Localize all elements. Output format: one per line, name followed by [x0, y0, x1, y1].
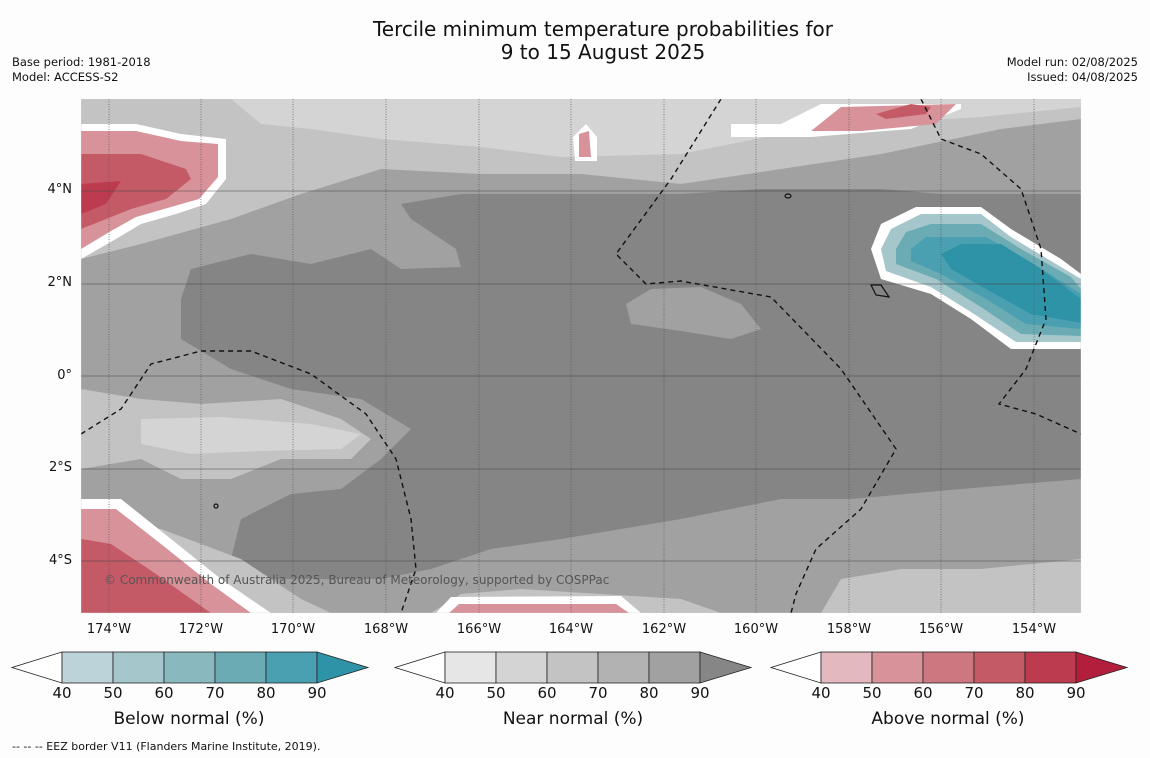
lon-label-156w: 156°W	[918, 622, 964, 637]
model-name: Model: ACCESS-S2	[12, 70, 119, 84]
meta-right: Model run: 02/08/2025 Issued: 04/08/2025	[1007, 55, 1138, 85]
lon-label-154w: 154°W	[1011, 622, 1057, 637]
lat-label-2s: 2°S	[48, 460, 72, 475]
colorbar-tick-label: 50	[486, 684, 506, 702]
lat-label-4n: 4°N	[47, 182, 73, 197]
probability-map	[81, 99, 1081, 613]
colorbar-segment	[546, 651, 599, 684]
colorbar-segment	[495, 651, 548, 684]
colorbar-segment	[820, 651, 873, 684]
colorbar-tick-label: 80	[256, 684, 276, 702]
model-run: Model run: 02/08/2025	[1006, 55, 1138, 69]
colorbar-tick-label: 70	[964, 684, 984, 702]
colorbar-tick-label: 70	[588, 684, 608, 702]
colorbar-segment	[597, 651, 650, 684]
colorbar-segment	[648, 651, 701, 684]
colorbar-tick-label: 60	[154, 684, 174, 702]
near-normal-patch	[626, 287, 761, 339]
longitude-gridlines	[108, 99, 1035, 613]
lon-label-160w: 160°W	[733, 622, 779, 637]
above-normal-sw-inner	[81, 539, 211, 613]
colorbar-tick-label: 90	[690, 684, 710, 702]
lon-label-162w: 162°W	[641, 622, 687, 637]
colorbar-near-label: Near normal (%)	[502, 709, 644, 729]
colorbar-over-triangle	[1075, 651, 1129, 684]
lat-label-0: 0°	[57, 368, 72, 383]
above-normal-nw-inner	[81, 154, 191, 229]
eez-borders	[81, 99, 1081, 613]
colorbar-segment	[444, 651, 497, 684]
colorbar-below-label: Below normal (%)	[113, 709, 265, 729]
colorbar-segment	[163, 651, 216, 684]
lon-label-166w: 166°W	[456, 622, 502, 637]
latitude-gridlines	[81, 190, 1081, 562]
lon-label-174w: 174°W	[86, 622, 132, 637]
colorbar-tick-label: 60	[537, 684, 557, 702]
colorbar-segment	[214, 651, 267, 684]
colorbar-segment	[973, 651, 1026, 684]
colorbar-tick-label: 70	[205, 684, 225, 702]
colorbar-above-label: Above normal (%)	[871, 709, 1025, 729]
colorbar-tick-label: 90	[307, 684, 327, 702]
colorbar-tick-label: 80	[639, 684, 659, 702]
colorbar-over-triangle	[699, 651, 753, 684]
below-normal-core	[941, 244, 1081, 323]
near-normal-light-bottom-right	[821, 559, 1081, 613]
title-line-2: 9 to 15 August 2025	[500, 40, 706, 64]
lat-label-4s: 4°S	[48, 553, 72, 568]
colorbar-under-triangle	[11, 651, 63, 684]
colorbar-segment	[871, 651, 924, 684]
lon-label-158w: 158°W	[826, 622, 872, 637]
near-normal-dark-center	[181, 189, 1081, 579]
colorbar-tick-label: 90	[1066, 684, 1086, 702]
colorbar-tick-label: 80	[1015, 684, 1035, 702]
lon-label-170w: 170°W	[270, 622, 316, 637]
colorbar-tick-label: 40	[435, 684, 455, 702]
eez-footnote: -- -- -- EEZ border V11 (Flanders Marine…	[12, 740, 321, 753]
colorbar-tick-label: 50	[862, 684, 882, 702]
colorbar-over-triangle	[316, 651, 370, 684]
above-normal-ne-inner	[876, 104, 931, 119]
colorbar-segment	[112, 651, 165, 684]
colorbar-near	[394, 651, 753, 684]
colorbar-under-triangle	[770, 651, 822, 684]
colorbar-tick-label: 60	[913, 684, 933, 702]
meta-left: Base period: 1981-2018 Model: ACCESS-S2	[12, 55, 151, 85]
map-title: Tercile minimum temperature probabilitie…	[0, 18, 1150, 64]
colorbar-tick-label: 50	[103, 684, 123, 702]
copyright-notice: © Commonwealth of Australia 2025, Bureau…	[104, 573, 610, 587]
colorbar-above	[770, 651, 1129, 684]
base-period: Base period: 1981-2018	[12, 55, 151, 69]
title-line-1: Tercile minimum temperature probabilitie…	[372, 17, 834, 41]
colorbar-segment	[265, 651, 318, 684]
lat-label-2n: 2°N	[47, 275, 73, 290]
above-normal-small-inner	[579, 131, 591, 157]
above-normal-bottom	[449, 604, 629, 613]
near-normal-lighter-left	[141, 417, 361, 454]
colorbar-under-triangle	[394, 651, 446, 684]
colorbar-tick-label: 40	[811, 684, 831, 702]
near-normal-light-top	[81, 99, 1081, 259]
colorbar-below	[11, 651, 370, 684]
island-outlines	[213, 193, 891, 509]
lon-label-168w: 168°W	[363, 622, 409, 637]
issued-date: Issued: 04/08/2025	[1027, 70, 1138, 84]
lon-label-172w: 172°W	[178, 622, 224, 637]
above-normal-nw-core	[81, 181, 121, 214]
colorbar-segment	[922, 651, 975, 684]
lon-label-164w: 164°W	[548, 622, 594, 637]
colorbar-tick-label: 40	[52, 684, 72, 702]
colorbar-segment	[1024, 651, 1077, 684]
colorbar-segment	[61, 651, 114, 684]
